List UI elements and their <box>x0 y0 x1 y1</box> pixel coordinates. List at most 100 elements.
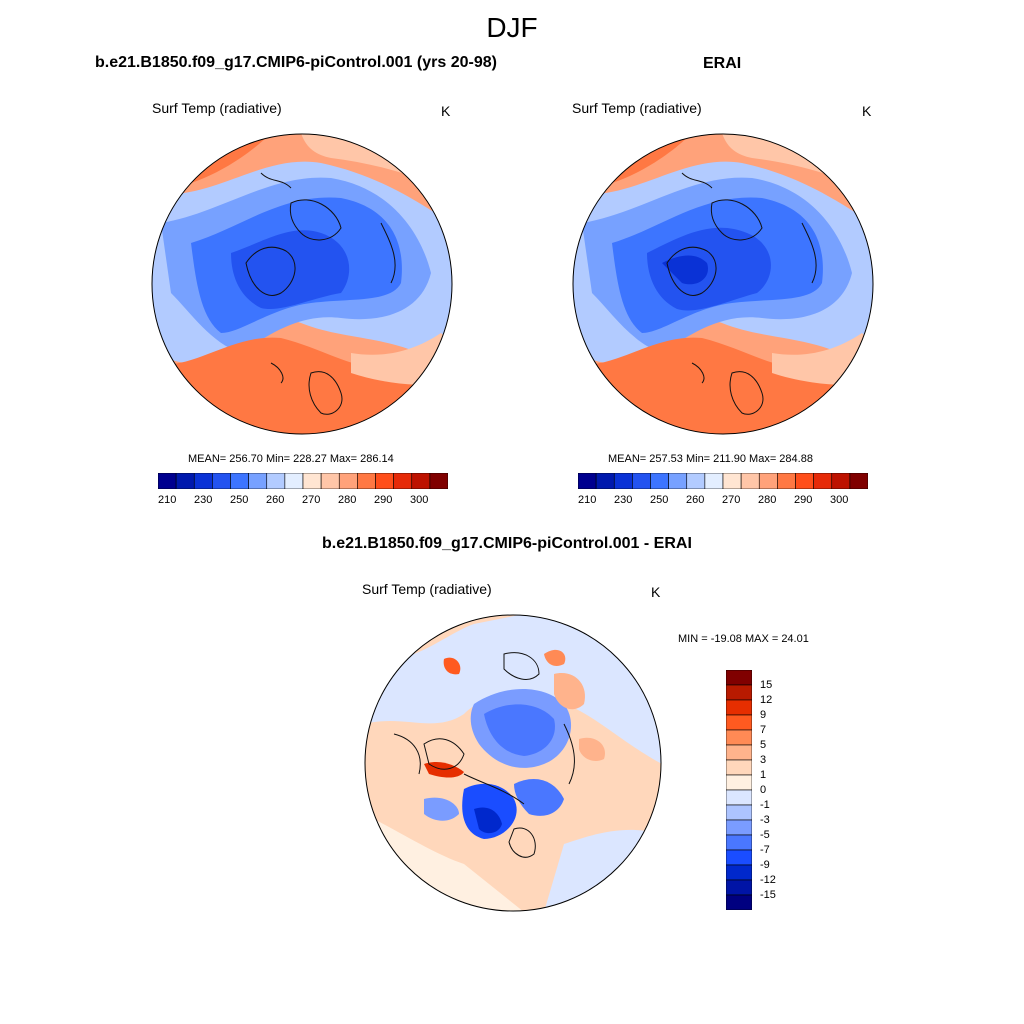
diff-minmax-text: MIN = -19.08 MAX = 24.01 <box>678 633 809 645</box>
obs-polar-map <box>572 133 874 435</box>
diff-units-label: K <box>651 584 661 600</box>
colorbar-swatch <box>393 473 413 489</box>
colorbar-swatch <box>632 473 651 489</box>
colorbar-swatch <box>726 684 752 701</box>
colorbar-swatch <box>212 473 231 489</box>
colorbar-tick-label: 290 <box>794 494 813 506</box>
colorbar-swatch <box>230 473 249 489</box>
colorbar-swatch <box>726 879 752 896</box>
colorbar-swatch <box>175 473 195 489</box>
colorbar-tick-label: 260 <box>266 494 285 506</box>
colorbar-swatch <box>726 834 752 851</box>
colorbar-swatch <box>266 473 286 489</box>
obs-variable-label: Surf Temp (radiative) <box>572 100 702 116</box>
colorbar-tick-label: 270 <box>302 494 321 506</box>
colorbar-tick-label: -3 <box>760 814 770 826</box>
colorbar-swatch <box>726 744 752 761</box>
colorbar-swatch <box>726 819 752 836</box>
model-polar-map <box>151 133 453 435</box>
obs-stats-text: MEAN= 257.53 Min= 211.90 Max= 284.88 <box>608 453 813 465</box>
colorbar-tick-label: 280 <box>758 494 777 506</box>
colorbar-swatch <box>726 849 752 866</box>
colorbar-tick-label: 280 <box>338 494 357 506</box>
model-colorbar <box>158 473 448 489</box>
diff-colorbar <box>726 670 752 910</box>
model-variable-label: Surf Temp (radiative) <box>152 100 282 116</box>
colorbar-swatch <box>338 473 358 489</box>
colorbar-tick-label: 270 <box>722 494 741 506</box>
colorbar-swatch <box>726 699 752 716</box>
diff-polar-map <box>364 614 662 912</box>
colorbar-swatch <box>831 473 851 489</box>
colorbar-tick-label: 210 <box>158 494 177 506</box>
colorbar-swatch <box>726 759 752 776</box>
colorbar-tick-label: 0 <box>760 784 767 796</box>
colorbar-swatch <box>357 473 376 489</box>
colorbar-swatch <box>248 473 268 489</box>
colorbar-swatch <box>726 714 752 731</box>
colorbar-swatch <box>726 864 752 881</box>
colorbar-tick-label: -15 <box>760 889 776 901</box>
colorbar-tick-label: 300 <box>830 494 849 506</box>
colorbar-swatch <box>595 473 615 489</box>
colorbar-swatch <box>686 473 706 489</box>
colorbar-tick-label: 1 <box>760 769 767 781</box>
colorbar-swatch <box>722 473 742 489</box>
obs-units-label: K <box>862 103 872 119</box>
diff-variable-label: Surf Temp (radiative) <box>362 581 492 597</box>
colorbar-swatch <box>795 473 814 489</box>
model-colorbar-labels: 210 230 250 260 270 280 290 300 <box>158 494 448 508</box>
colorbar-tick-label: 5 <box>760 739 767 751</box>
colorbar-swatch <box>429 473 448 489</box>
colorbar-swatch <box>375 473 394 489</box>
colorbar-swatch <box>758 473 778 489</box>
obs-colorbar-labels: 210 230 250 260 270 280 290 300 <box>578 494 868 508</box>
obs-colorbar <box>578 473 868 489</box>
colorbar-swatch <box>777 473 796 489</box>
colorbar-tick-label: 230 <box>614 494 633 506</box>
colorbar-swatch <box>813 473 833 489</box>
colorbar-swatch <box>411 473 431 489</box>
obs-panel-title: ERAI <box>703 55 742 72</box>
colorbar-swatch <box>613 473 633 489</box>
colorbar-tick-label: 260 <box>686 494 705 506</box>
colorbar-tick-label: 7 <box>760 724 767 736</box>
colorbar-swatch <box>668 473 688 489</box>
colorbar-tick-label: 290 <box>374 494 393 506</box>
colorbar-tick-label: 250 <box>230 494 249 506</box>
colorbar-tick-label: 230 <box>194 494 213 506</box>
colorbar-swatch <box>578 473 597 489</box>
colorbar-swatch <box>726 894 752 910</box>
colorbar-swatch <box>302 473 322 489</box>
colorbar-swatch <box>726 729 752 746</box>
diff-colorbar-labels: 15 12 9 7 5 3 1 0 -1 -3 -5 -7 -9 -12 -15 <box>760 670 800 910</box>
colorbar-tick-label: -12 <box>760 874 776 886</box>
colorbar-swatch <box>158 473 177 489</box>
model-panel-title: b.e21.B1850.f09_g17.CMIP6-piControl.001 … <box>95 54 497 71</box>
colorbar-tick-label: 12 <box>760 694 773 706</box>
colorbar-tick-label: 15 <box>760 679 773 691</box>
colorbar-tick-label: -1 <box>760 799 770 811</box>
colorbar-swatch <box>726 789 752 806</box>
figure-title: DJF <box>486 12 538 43</box>
colorbar-swatch <box>704 473 724 489</box>
colorbar-tick-label: 250 <box>650 494 669 506</box>
colorbar-tick-label: -9 <box>760 859 770 871</box>
colorbar-swatch <box>320 473 340 489</box>
colorbar-swatch <box>284 473 304 489</box>
model-units-label: K <box>441 103 451 119</box>
colorbar-swatch <box>726 774 752 791</box>
colorbar-tick-label: 3 <box>760 754 767 766</box>
colorbar-swatch <box>740 473 760 489</box>
colorbar-swatch <box>193 473 213 489</box>
colorbar-tick-label: -5 <box>760 829 770 841</box>
model-stats-text: MEAN= 256.70 Min= 228.27 Max= 286.14 <box>188 453 394 465</box>
diff-panel-title: b.e21.B1850.f09_g17.CMIP6-piControl.001 … <box>322 535 692 552</box>
colorbar-swatch <box>726 804 752 821</box>
colorbar-tick-label: 210 <box>578 494 597 506</box>
colorbar-tick-label: -7 <box>760 844 770 856</box>
colorbar-swatch <box>849 473 868 489</box>
colorbar-tick-label: 9 <box>760 709 767 721</box>
colorbar-swatch <box>726 670 752 686</box>
colorbar-swatch <box>650 473 669 489</box>
